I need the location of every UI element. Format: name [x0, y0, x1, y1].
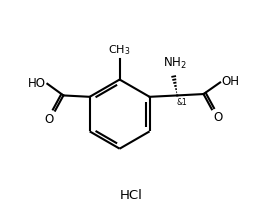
Text: O: O [214, 111, 223, 124]
Text: HO: HO [28, 77, 46, 90]
Text: &1: &1 [177, 98, 187, 107]
Text: NH$_2$: NH$_2$ [163, 55, 186, 71]
Text: CH$_3$: CH$_3$ [108, 44, 131, 57]
Text: O: O [44, 113, 53, 126]
Text: HCl: HCl [119, 189, 142, 202]
Text: OH: OH [221, 75, 239, 88]
